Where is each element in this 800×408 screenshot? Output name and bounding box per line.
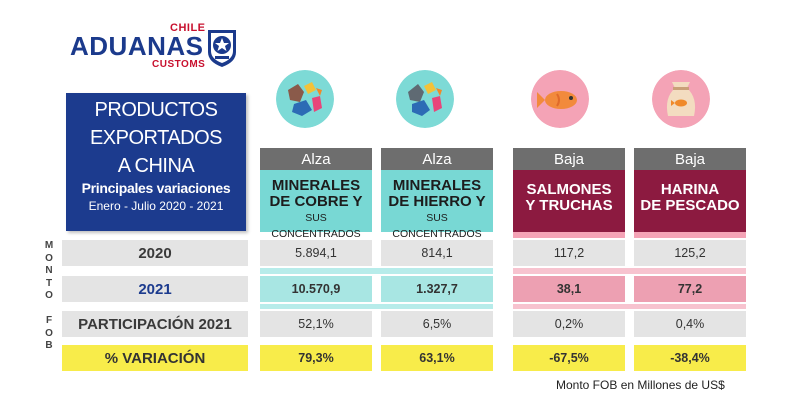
row-label-2020: 2020 [62, 240, 248, 266]
value-cell: 1.327,7 [381, 276, 493, 302]
title-line: EXPORTADOS [89, 127, 223, 149]
value-cell: 0,2% [513, 311, 625, 337]
value-cell: 125,2 [634, 240, 746, 266]
variation-cell: 79,3% [260, 345, 372, 371]
trend-tag: Alza [381, 148, 493, 170]
product-column-fishmeal: Baja HARINA DE PESCADO [634, 148, 746, 232]
side-label-char: F [45, 315, 53, 326]
title-period: Enero - Julio 2020 - 2021 [88, 199, 224, 213]
divider [513, 232, 625, 238]
customs-shield-icon [208, 30, 236, 67]
value-cell: 814,1 [381, 240, 493, 266]
unit-note: Monto FOB en Millones de US$ [556, 378, 725, 392]
trend-tag: Baja [513, 148, 625, 170]
value-cell: 52,1% [260, 311, 372, 337]
product-name: HARINA DE PESCADO [634, 170, 746, 232]
row-label-variation: % VARIACIÓN [62, 345, 248, 371]
side-label-char: T [45, 277, 53, 289]
product-name: SALMONES Y TRUCHAS [513, 170, 625, 232]
title-line: A CHINA [117, 155, 195, 177]
side-label-char: O [45, 290, 53, 301]
variation-cell: -38,4% [634, 345, 746, 371]
divider [260, 304, 493, 309]
title-subtitle: Principales variaciones [81, 180, 231, 196]
title-line: PRODUCTOS [94, 99, 218, 121]
side-label-char: M [44, 240, 54, 251]
row-label-2021: 2021 [62, 276, 248, 302]
copper-minerals-icon [276, 70, 334, 128]
aduanas-logo: CHILE ADUANAS CUSTOMS [70, 22, 240, 74]
logo-aduanas-text: ADUANAS [70, 31, 204, 61]
trend-tag: Alza [260, 148, 372, 170]
side-label-char: N [45, 265, 53, 276]
side-label-char: B [45, 340, 53, 351]
divider [513, 268, 746, 274]
trend-tag: Baja [634, 148, 746, 170]
product-column-iron: Alza MINERALES DE HIERRO Y SUS CONCENTRA… [381, 148, 493, 240]
salmon-fish-icon [531, 70, 589, 128]
title-panel: PRODUCTOS EXPORTADOS A CHINA Principales… [66, 93, 246, 231]
side-label-char: O [45, 327, 53, 339]
logo-customs-text: CUSTOMS [152, 59, 206, 70]
fishmeal-sack-icon [652, 70, 710, 128]
product-name: MINERALES DE COBRE Y SUS CONCENTRADOS [260, 170, 372, 240]
divider [634, 232, 746, 238]
side-label-char: O [45, 252, 53, 264]
value-cell: 117,2 [513, 240, 625, 266]
logo-chile-text: CHILE [170, 22, 206, 34]
value-cell: 0,4% [634, 311, 746, 337]
divider [260, 268, 493, 274]
side-label-char [44, 303, 54, 316]
value-cell: 10.570,9 [260, 276, 372, 302]
product-column-salmon: Baja SALMONES Y TRUCHAS [513, 148, 625, 232]
product-name: MINERALES DE HIERRO Y SUS CONCENTRADOS [381, 170, 493, 240]
divider [513, 304, 746, 309]
variation-cell: 63,1% [381, 345, 493, 371]
value-cell: 77,2 [634, 276, 746, 302]
variation-cell: -67,5% [513, 345, 625, 371]
value-cell: 38,1 [513, 276, 625, 302]
value-cell: 5.894,1 [260, 240, 372, 266]
iron-minerals-icon [396, 70, 454, 128]
row-label-share: PARTICIPACIÓN 2021 [62, 311, 248, 337]
product-column-copper: Alza MINERALES DE COBRE Y SUS CONCENTRAD… [260, 148, 372, 240]
value-cell: 6,5% [381, 311, 493, 337]
